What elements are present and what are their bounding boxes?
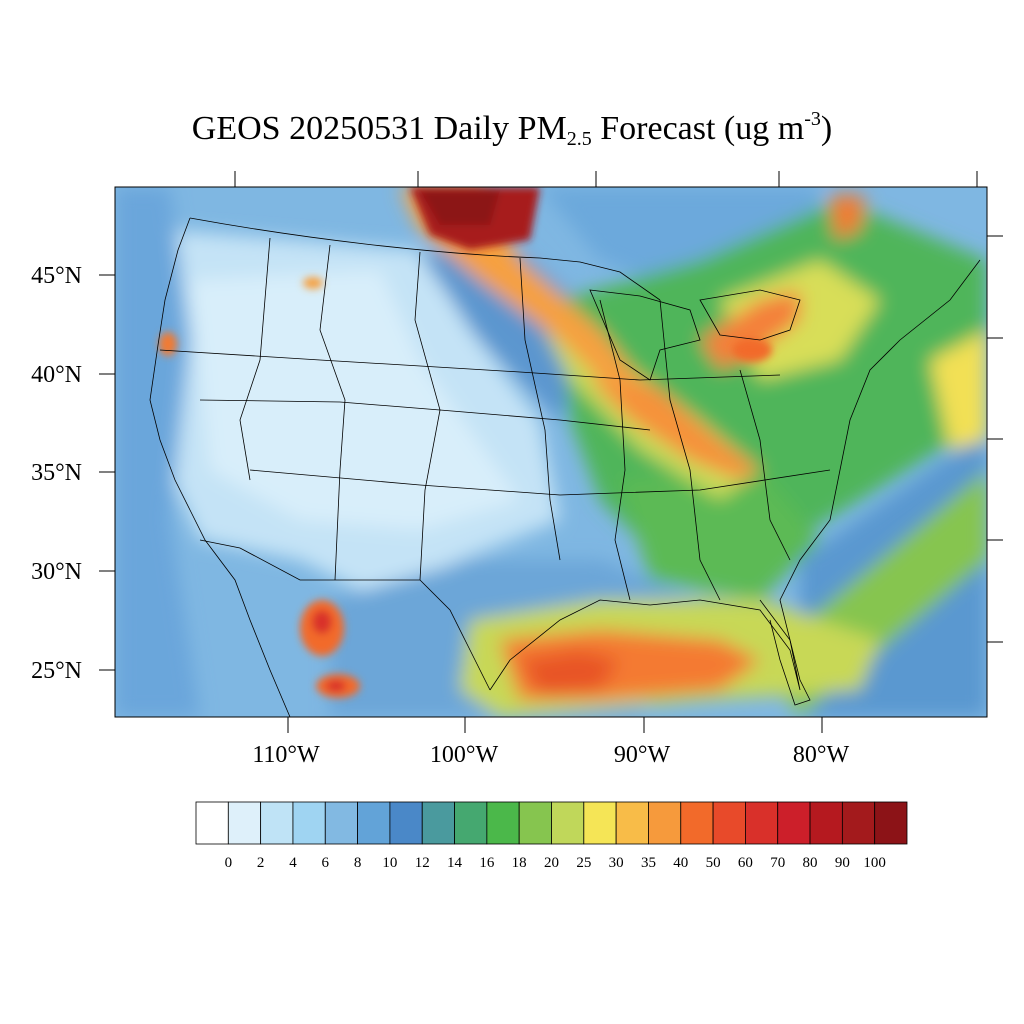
colorbar-swatch [389,801,423,845]
quebec-plume [830,195,865,240]
colorbar-label: 8 [354,855,362,871]
colorbar-label: 25 [576,855,591,871]
state-line-c2 [599,299,631,601]
colorbar-swatch [260,801,294,845]
colorbar-label: 30 [609,855,624,871]
colorbar-swatch [777,801,811,845]
colorbar-label: 70 [770,855,785,871]
colorbar-swatch [551,801,585,845]
latitude-labels: 45°N 40°N 35°N 30°N 25°N [31,263,82,684]
colorbar-swatch [292,801,326,845]
colorbar-label: 35 [641,855,656,871]
colorbar-swatch [841,801,876,845]
gulf-red-core [520,650,620,695]
state-line-e1 [659,299,721,601]
colorbar-swatch [454,801,488,845]
colorbar-swatch [874,801,908,845]
state-line-w1 [239,237,271,481]
title-middle: Forecast (ug m [591,110,805,147]
colorbar-label: 100 [863,855,886,871]
colorbar-swatch [227,801,262,845]
lake-erie-hotspot [732,338,772,362]
mexico-fire-north-core [312,610,332,634]
lon-label: 80°W [793,742,850,768]
colorbar-label: 90 [835,855,850,871]
ohio-valley-plume [595,360,760,480]
state-line-w2 [319,244,346,581]
canada-border [189,217,661,301]
colorbar-swatch [195,801,229,845]
map-title: GEOS 20250531 Daily PM2.5 Forecast (ug m… [0,108,1024,150]
colorbar-swatch [583,801,617,845]
canada-fire-inner [420,190,500,225]
longitude-labels: 110°W 100°W 90°W 80°W [252,742,849,768]
colorbar-label: 60 [738,855,753,871]
colorbar-label: 10 [382,855,397,871]
pacific-coastline [149,217,291,717]
lat-label: 45°N [31,263,82,289]
lon-label: 110°W [252,742,320,768]
title-superscript: -3 [804,108,821,130]
colorbar-label: 12 [415,855,430,871]
colorbar-swatch [648,801,682,845]
state-line-c1 [519,257,561,561]
west-lighter-region [190,270,520,530]
coast-yellow [930,330,987,450]
great-lakes-plume [700,290,800,370]
lat-label: 35°N [31,460,82,486]
florida [759,599,811,706]
title-prefix: GEOS 20250531 Daily PM [191,110,567,147]
colorbar-label: 16 [479,855,495,871]
great-lakes [589,289,801,381]
colorbar-label: 6 [322,855,330,871]
colorbar-label: 4 [289,855,297,871]
lon-label: 90°W [614,742,671,768]
mexico-fire-south-core [326,680,346,692]
colorbar-swatch [712,801,746,845]
lat-label: 40°N [31,362,82,388]
montana-hotspot [303,277,323,289]
colorbar-label: 18 [512,855,527,871]
colorbar-swatch [809,801,843,845]
colorbar-swatch [518,801,552,845]
gulf-coast [489,599,801,691]
axis-ticks [99,171,1003,733]
colorbar-label: 2 [257,855,265,871]
oregon-hotspot [159,332,177,356]
colorbar-label: 0 [225,855,233,871]
boundaries [149,217,981,717]
lat-label: 30°N [31,559,82,585]
pacific-blue [115,187,200,717]
colorbar-swatch [357,801,391,845]
lat-label: 25°N [31,658,82,684]
colorbar-label: 14 [447,855,463,871]
map-frame [114,186,988,718]
title-suffix: ) [820,110,833,147]
parallel-line-1 [159,349,781,381]
colorbar-swatch [745,801,779,845]
lon-label: 100°W [430,742,499,768]
colorbar-label: 50 [706,855,721,871]
parallel-line-2 [249,469,831,496]
colorbar-swatch [680,801,714,845]
pm25-field [115,187,987,717]
east-green-band [560,200,987,560]
colorbar-swatch [324,801,358,845]
southeast-green [620,470,820,600]
colorbar-label: 40 [673,855,688,871]
colorbar-swatch [615,801,649,845]
atlantic-coast [779,259,981,601]
mexico-border [199,539,491,691]
title-subscript: 2.5 [566,128,592,150]
colorbar-label: 80 [803,855,818,871]
colorbar: 0 2 4 6 8 10 12 14 16 18 20 25 30 35 40 50 60 70 80 90 100 [195,801,908,871]
parallel-line-3 [199,399,651,431]
colorbar-swatch [421,801,455,845]
colorbar-swatch [486,801,520,845]
colorbar-label: 20 [544,855,559,871]
